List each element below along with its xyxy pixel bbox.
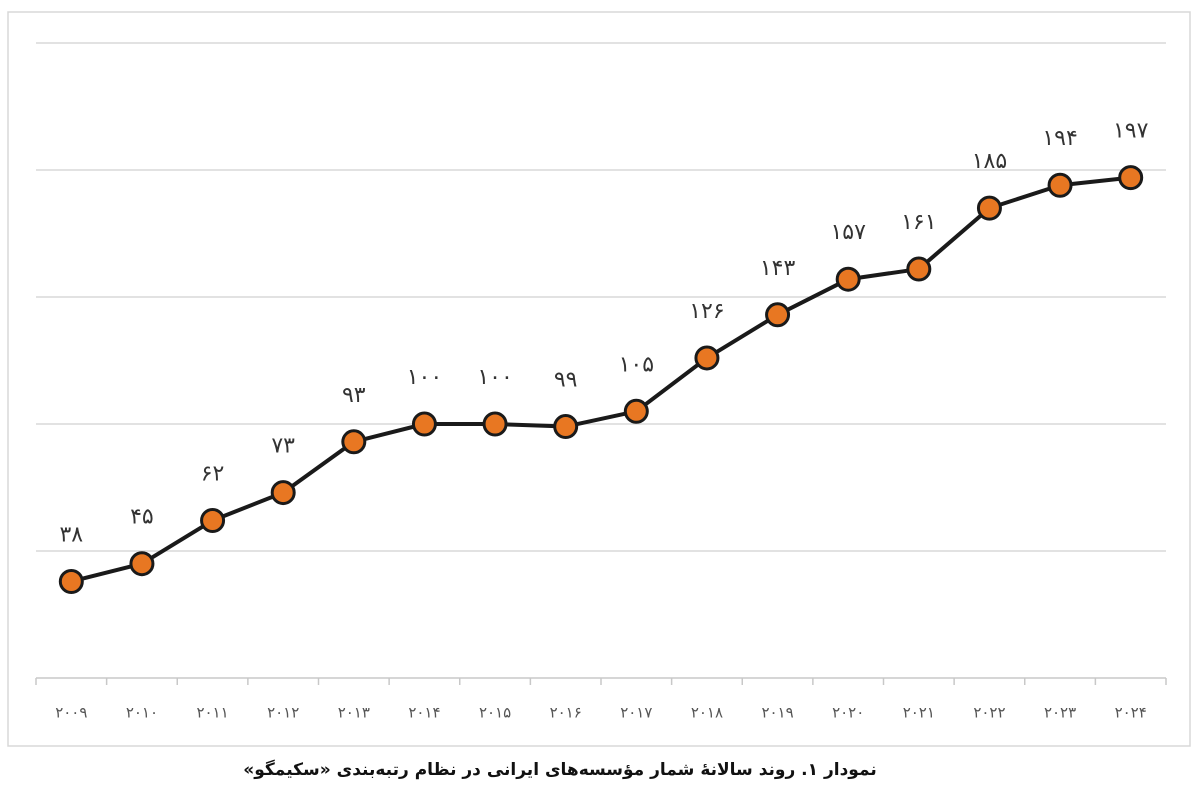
chart-frame (7, 11, 1191, 747)
data-point (976, 195, 1002, 221)
value-label: ۱۰۰ (477, 365, 512, 390)
x-tick-label: ۲۰۱۳ (338, 704, 370, 722)
data-point (765, 302, 791, 328)
data-point (129, 551, 155, 577)
x-tick-label: ۲۰۲۰ (832, 704, 864, 722)
x-tick-label: ۲۰۱۲ (267, 704, 299, 722)
chart-title: نمودار ۱. روند سالانهٔ شمار مؤسسه‌های ای… (243, 759, 876, 780)
value-label: ۱۰۰ (407, 365, 442, 390)
x-tick-label: ۲۰۱۱ (196, 704, 228, 722)
value-label: ۴۵ (130, 505, 154, 530)
x-tick-label: ۲۰۱۶ (550, 704, 582, 722)
x-tick-label: ۲۰۱۷ (620, 704, 652, 722)
x-tick-label: ۲۰۱۵ (479, 704, 511, 722)
value-label: ۹۹ (554, 368, 578, 393)
value-label: ۱۰۵ (619, 352, 654, 377)
data-point (553, 414, 579, 440)
data-point (906, 256, 932, 282)
data-point (58, 568, 84, 594)
value-label: ۱۴۳ (760, 256, 796, 281)
value-label: ۷۳ (271, 434, 295, 459)
value-label: ۱۵۷ (830, 220, 866, 245)
value-label: ۱۹۷ (1113, 119, 1149, 144)
x-tick-label: ۲۰۱۹ (761, 704, 793, 722)
value-label: ۱۶۱ (901, 210, 936, 235)
data-point (1118, 165, 1144, 191)
x-tick-label: ۲۰۱۰ (126, 704, 158, 722)
x-tick-label: ۲۰۲۴ (1115, 704, 1147, 722)
x-tick-label: ۲۰۱۴ (408, 704, 440, 722)
data-point (694, 345, 720, 371)
value-label: ۱۸۵ (972, 149, 1007, 174)
data-point (482, 411, 508, 437)
data-point (1047, 172, 1073, 198)
value-label: ۶۲ (201, 462, 225, 487)
value-label: ۱۹۴ (1042, 126, 1077, 151)
x-tick-label: ۲۰۱۸ (691, 704, 723, 722)
x-tick-label: ۲۰۲۱ (903, 704, 935, 722)
value-label: ۳۸ (59, 522, 83, 547)
data-point (200, 508, 226, 534)
data-point (341, 429, 367, 455)
x-tick-label: ۲۰۲۳ (1044, 704, 1076, 722)
x-tick-label: ۲۰۰۹ (55, 704, 87, 722)
data-point (411, 411, 437, 437)
value-label: ۹۳ (342, 383, 366, 408)
data-line (70, 175, 1131, 584)
data-point (270, 480, 296, 506)
value-label: ۱۲۶ (689, 299, 724, 324)
data-point (623, 398, 649, 424)
x-tick-label: ۲۰۲۲ (973, 704, 1005, 722)
data-point (835, 266, 861, 292)
